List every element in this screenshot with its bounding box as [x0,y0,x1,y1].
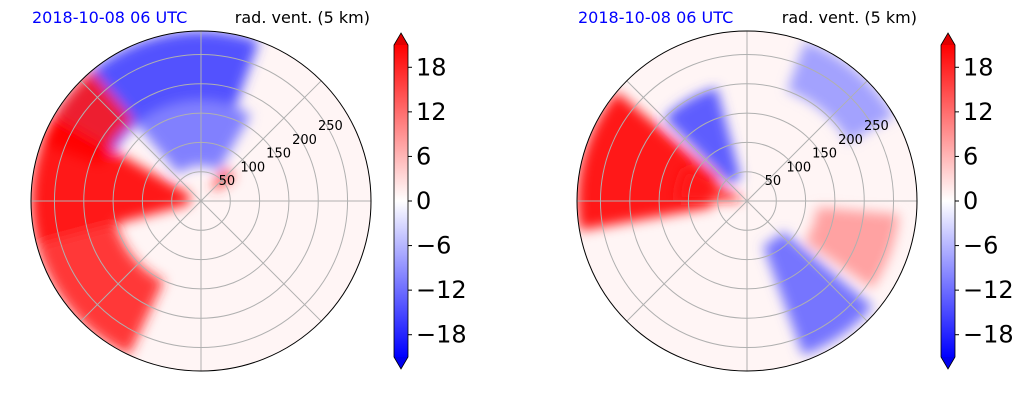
colorbar-tick-label-1: 12 [416,98,447,126]
spoke-225 [80,200,202,322]
panel-right-date-title: 2018-10-08 06 UTC [578,8,733,27]
velocity-region-negative-2 [664,87,741,185]
colorbar-tick-label-4: −6 [963,232,998,260]
colorbar-tick-label-0: 18 [963,53,994,81]
colorbar-extend-min [394,357,408,369]
spoke-45 [200,80,322,202]
panel-right-variable-title: rad. vent. (5 km) [782,8,917,27]
panel-left: 2018-10-08 06 UTC rad. vent. (5 km) 50 10… [30,8,467,372]
range-label-100: 100 [786,161,811,176]
range-label-150: 150 [812,147,837,162]
colorbar-outline [393,32,409,370]
spoke-45 [746,80,868,202]
panel-right: 2018-10-08 06 UTC rad. vent. (5 km) 50 10… [576,8,1014,372]
range-label-50: 50 [219,174,236,189]
range-label-200: 200 [838,133,863,148]
spoke-135 [746,200,868,322]
velocity-region-positive-3 [31,116,191,245]
colorbar-tick-label-6: −18 [963,321,1014,349]
range-label-250: 250 [864,119,889,134]
velocity-region-negative-1 [136,101,251,175]
colorbar-right: 18 12 6 0 −6 −12 −18 [940,32,1014,370]
colorbar-tick-label-0: 18 [416,53,447,81]
colorbar-tick-label-1: 12 [963,98,994,126]
plot-boundary [576,30,918,372]
plot-boundary [30,30,372,372]
colorbar-outline [940,32,956,370]
colorbar-left: 18 12 6 0 −6 −12 −18 [393,32,467,370]
spoke-315 [80,80,202,202]
range-label-150: 150 [266,147,291,162]
velocity-region-positive-4 [36,223,164,356]
colorbar-tick-label-5: −12 [963,276,1014,304]
panel-left-variable-title: rad. vent. (5 km) [235,8,370,27]
spoke-315 [626,80,748,202]
range-label-200: 200 [292,133,317,148]
colorbar-tick-label-6: −18 [416,321,467,349]
colorbar-tick-label-2: 6 [416,142,431,170]
colorbar-tick-label-3: 0 [963,187,978,215]
colorbar-gradient [941,45,955,357]
velocity-region-positive-1 [676,165,742,201]
panel-left-date-title: 2018-10-08 06 UTC [32,8,187,27]
colorbar-extend-min [941,357,955,369]
colorbar-extend-max [941,33,955,45]
spoke-225 [626,200,748,322]
velocity-field [577,41,899,356]
colorbar-tick-label-3: 0 [416,187,431,215]
range-label-250: 250 [318,119,343,134]
colorbar-extend-max [394,33,408,45]
range-label-50: 50 [765,174,782,189]
velocity-region-negative-3 [763,231,873,356]
range-label-100: 100 [240,161,265,176]
colorbar-tick-label-5: −12 [416,276,467,304]
spoke-135 [200,200,322,322]
velocity-region-positive-4 [804,207,899,289]
colorbar-tick-label-4: −6 [416,232,451,260]
colorbar-tick-label-2: 6 [963,142,978,170]
colorbar-gradient [394,45,408,357]
